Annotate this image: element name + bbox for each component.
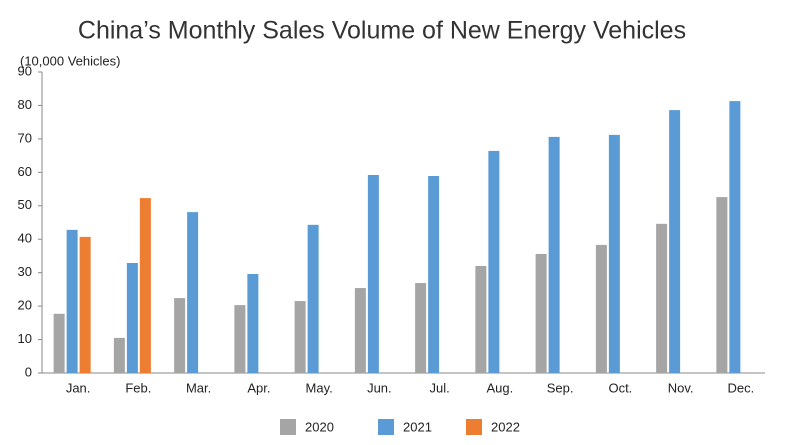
y-tick-label: 80 <box>18 97 32 112</box>
bar <box>126 262 138 373</box>
bar <box>79 236 91 373</box>
bar <box>307 224 319 373</box>
x-tick-label: Jun. <box>367 380 392 395</box>
x-tick-label: May. <box>306 380 333 395</box>
bar <box>139 198 151 373</box>
y-axis-label: (10,000 Vehicles) <box>20 53 120 68</box>
bar <box>247 274 259 373</box>
legend-label: 2021 <box>403 419 432 434</box>
bar <box>66 229 78 373</box>
bar <box>354 288 366 373</box>
x-tick-label: Oct. <box>608 380 632 395</box>
x-tick-label: Aug. <box>487 380 514 395</box>
bar <box>367 175 379 373</box>
x-tick-label: Jan. <box>66 380 91 395</box>
bar <box>53 313 65 373</box>
bar <box>656 223 668 373</box>
x-tick-label: Apr. <box>247 380 270 395</box>
x-tick-label: Jul. <box>430 380 450 395</box>
bar <box>669 110 681 374</box>
bar <box>595 244 607 373</box>
x-tick-label: Nov. <box>668 380 694 395</box>
bar <box>608 134 620 373</box>
y-tick-label: 50 <box>18 197 32 212</box>
legend-swatch <box>378 419 394 435</box>
y-tick-label: 60 <box>18 164 32 179</box>
legend-swatch <box>466 419 482 435</box>
y-tick-label: 0 <box>25 364 32 379</box>
bar <box>428 176 440 373</box>
bar <box>415 283 427 373</box>
y-tick-label: 20 <box>18 298 32 313</box>
bar <box>234 305 246 373</box>
x-tick-label: Mar. <box>186 380 211 395</box>
x-tick-label: Feb. <box>125 380 151 395</box>
y-tick-label: 40 <box>18 231 32 246</box>
y-tick-label: 90 <box>18 63 32 78</box>
legend-swatch <box>280 419 296 435</box>
bar <box>548 136 560 373</box>
legend-label: 2020 <box>305 419 334 434</box>
chart-title: China’s Monthly Sales Volume of New Ener… <box>78 17 686 45</box>
bar <box>113 337 125 373</box>
bar <box>475 265 487 373</box>
legend-label: 2022 <box>491 419 520 434</box>
bar <box>716 197 728 373</box>
x-tick-label: Dec. <box>728 380 755 395</box>
bar <box>187 212 199 373</box>
y-tick-label: 30 <box>18 264 32 279</box>
bar <box>729 101 741 373</box>
bar <box>174 298 186 373</box>
bar <box>294 301 306 373</box>
y-tick-label: 70 <box>18 130 32 145</box>
y-tick-label: 10 <box>18 331 32 346</box>
bar <box>488 150 500 373</box>
bar <box>535 253 547 373</box>
x-tick-label: Sep. <box>547 380 574 395</box>
